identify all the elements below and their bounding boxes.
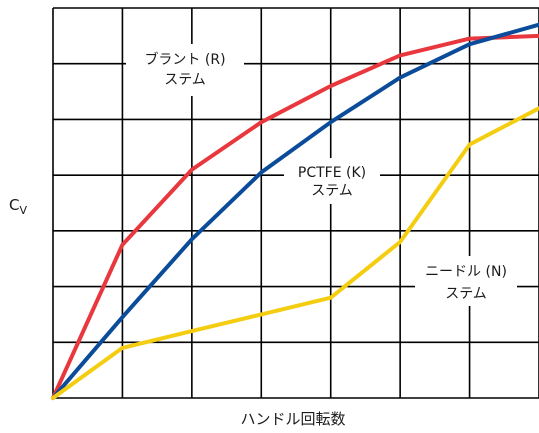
y-axis-label-subscript: V xyxy=(19,204,27,217)
annotation-background xyxy=(415,256,517,306)
annotation-background xyxy=(284,158,380,204)
annotation-label: ニードル (N) xyxy=(425,264,507,280)
series-line-red xyxy=(51,33,539,400)
annotation-background xyxy=(126,44,244,96)
series-lines xyxy=(51,22,539,400)
series-line-yellow xyxy=(51,106,539,400)
annotation-label: ステム xyxy=(445,286,487,302)
annotation-label: ブラント (R) xyxy=(144,51,225,68)
annotation-label: ステム xyxy=(164,72,206,88)
annotation-label: ステム xyxy=(311,183,353,199)
annotation-label: PCTFE (K) xyxy=(298,165,366,181)
y-axis-label: CV xyxy=(9,196,27,217)
y-axis-label-main: C xyxy=(9,196,19,214)
series-line-blue xyxy=(51,22,539,400)
x-axis-label: ハンドル回転数 xyxy=(240,410,345,428)
